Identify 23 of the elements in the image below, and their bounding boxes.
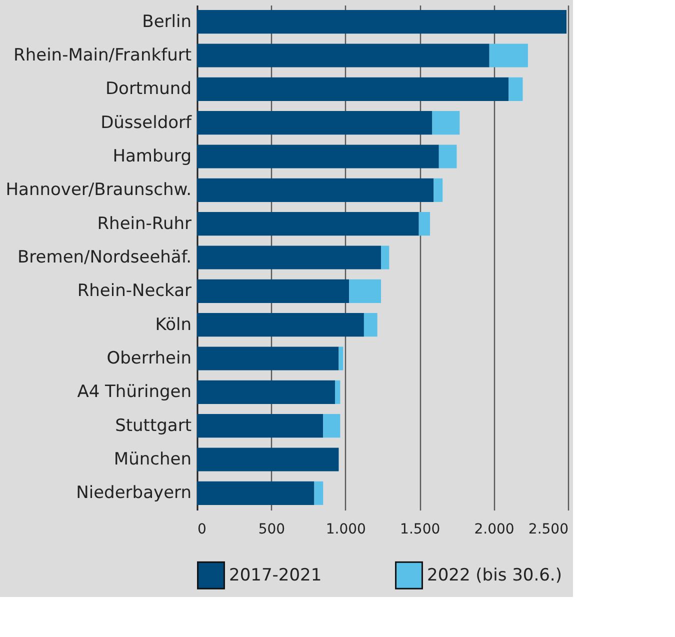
y-tick-label: Düsseldorf xyxy=(100,112,193,133)
x-tick-label: 2.000 xyxy=(474,522,514,538)
y-tick-label: Dortmund xyxy=(105,79,192,100)
y-tick-label: Hamburg xyxy=(112,146,192,166)
x-tick-label: 0 xyxy=(198,522,206,538)
y-tick-label: Köln xyxy=(155,314,192,335)
y-tick-label: A4 Thüringen xyxy=(77,382,192,402)
y-tick-label: Bremen/Nordseehäf. xyxy=(18,248,192,268)
x-tick-label: 500 xyxy=(258,522,286,538)
x-tick-label: 1.500 xyxy=(400,522,440,538)
legend-label: 2022 (bis 30.6.) xyxy=(427,565,562,586)
y-tick-label: Stuttgart xyxy=(115,416,192,436)
y-tick-label: Niederbayern xyxy=(76,483,192,504)
y-tick-label: Hannover/Braunschw. xyxy=(6,180,192,200)
y-tick-label: Rhein-Neckar xyxy=(77,281,192,302)
y-tick-label: Oberrhein xyxy=(106,348,192,368)
legend-label: 2017-2021 xyxy=(229,565,322,586)
x-tick-label: 2.500 xyxy=(528,522,568,538)
y-tick-label: Rhein-Main/Frankfurt xyxy=(14,46,192,66)
y-tick-label: Rhein-Ruhr xyxy=(97,214,192,234)
x-tick-label: 1.000 xyxy=(326,522,366,538)
y-tick-label: Berlin xyxy=(142,12,192,32)
y-tick-label: München xyxy=(114,450,192,470)
